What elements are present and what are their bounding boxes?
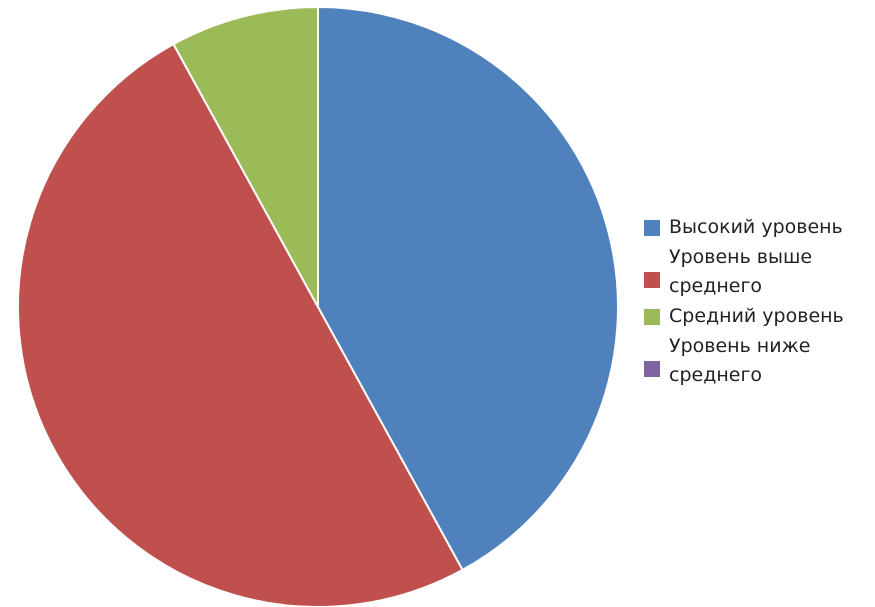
legend-swatch-above-average [644, 272, 660, 288]
legend-item-above-average: Уровень выше среднего [644, 243, 872, 301]
pie-slice-2 [172, 5, 319, 308]
legend-item-average-level: Средний уровень [644, 302, 872, 331]
legend-label-high-level: Высокий уровень [669, 216, 843, 238]
pie-slices [17, 5, 619, 607]
legend-item-high-level: Высокий уровень [644, 213, 872, 242]
legend-label-average-level: Средний уровень [669, 305, 844, 327]
legend-label-below-average: Уровень ниже среднего [669, 335, 811, 386]
legend-label-above-average: Уровень выше среднего [669, 246, 813, 297]
legend-swatch-below-average [644, 361, 660, 377]
pie-slice-0 [317, 5, 619, 572]
legend-swatch-average-level [644, 309, 660, 325]
legend-item-below-average: Уровень ниже среднего [644, 332, 872, 390]
legend-swatch-high-level [644, 220, 660, 236]
chart-legend: Высокий уровень Уровень выше среднего Ср… [644, 213, 872, 391]
